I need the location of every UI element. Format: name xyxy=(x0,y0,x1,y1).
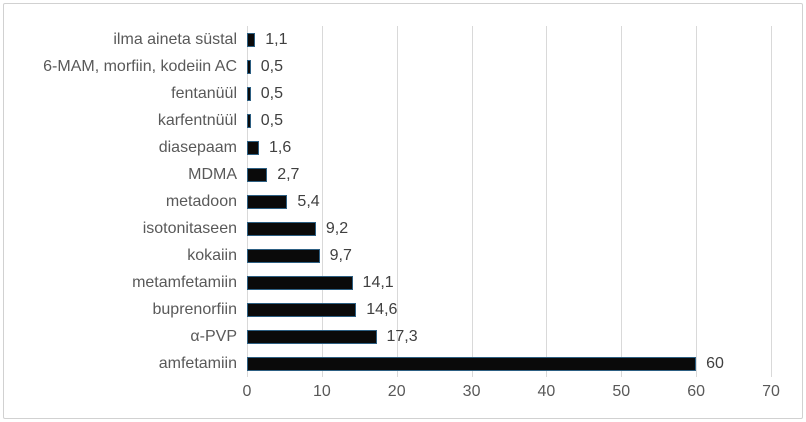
value-label: 1,1 xyxy=(265,30,288,48)
x-tick-label: 20 xyxy=(387,383,406,400)
value-label: 1,6 xyxy=(268,138,292,156)
value-label: 14,1 xyxy=(362,273,394,291)
category-label: isotonitaseen xyxy=(142,219,237,237)
category-label: buprenorfiin xyxy=(152,300,238,318)
category-label: karfentnüül xyxy=(157,111,237,129)
bar xyxy=(247,59,251,74)
bar xyxy=(247,356,697,371)
gridline xyxy=(771,26,772,377)
x-tick-label: 70 xyxy=(762,383,780,400)
value-label: 9,2 xyxy=(325,219,349,237)
bar xyxy=(247,113,251,128)
gridline xyxy=(621,26,623,377)
value-label: 0,5 xyxy=(260,84,283,102)
bar xyxy=(247,32,256,47)
x-tick-label: 60 xyxy=(687,383,706,400)
x-tick-label: 10 xyxy=(312,383,331,400)
gridline xyxy=(321,26,323,377)
gridline xyxy=(471,26,473,377)
bar xyxy=(247,275,353,290)
category-axis: ilma aineta süstal 6-MAM, morfiin, kodeii… xyxy=(4,26,237,377)
category-label: metadoon xyxy=(165,192,237,210)
x-tick-label: 40 xyxy=(537,383,556,400)
category-label: ilma aineta süstal xyxy=(113,30,237,48)
value-label: 9,7 xyxy=(329,246,352,264)
bar xyxy=(247,329,377,344)
x-axis: 0 10 20 30 40 50 60 70 xyxy=(243,383,780,406)
x-tick-label: 30 xyxy=(462,383,481,400)
category-label: fentanüül xyxy=(171,84,237,102)
value-label: 5,4 xyxy=(297,192,320,210)
bar xyxy=(247,140,259,155)
category-label: 6-MAM, morfiin, kodeiin AC xyxy=(43,57,237,75)
category-label: metamfetamiin xyxy=(132,273,237,291)
gridline xyxy=(696,26,698,377)
value-label: 17,3 xyxy=(386,327,418,345)
bar xyxy=(247,248,320,263)
chart-frame: ilma aineta süstal 6-MAM, morfiin, kodeii… xyxy=(3,3,803,419)
value-label: 2,7 xyxy=(277,165,300,183)
x-tick-label: 0 xyxy=(242,383,252,400)
bar xyxy=(247,302,357,317)
category-label: MDMA xyxy=(188,165,237,183)
bar xyxy=(247,167,268,182)
bar xyxy=(247,221,316,236)
category-label: amfetamiin xyxy=(158,354,237,372)
value-label: 0,5 xyxy=(260,111,283,129)
bar xyxy=(247,86,251,101)
gridline xyxy=(546,26,548,377)
plot-area: 1,1 0,5 0,5 0,5 1,6 2,7 5,4 9,2 9,7 14,1 14,6 17,3 6… xyxy=(247,26,772,377)
bar xyxy=(247,194,288,209)
category-label: α-PVP xyxy=(190,327,237,345)
value-label: 60 xyxy=(706,354,724,372)
gridline xyxy=(396,26,398,377)
value-label: 0,5 xyxy=(260,57,283,75)
category-label: diasepaam xyxy=(158,138,237,156)
x-tick-label: 50 xyxy=(612,383,631,400)
category-label: kokaiin xyxy=(187,246,237,264)
value-label: 14,6 xyxy=(366,300,398,318)
